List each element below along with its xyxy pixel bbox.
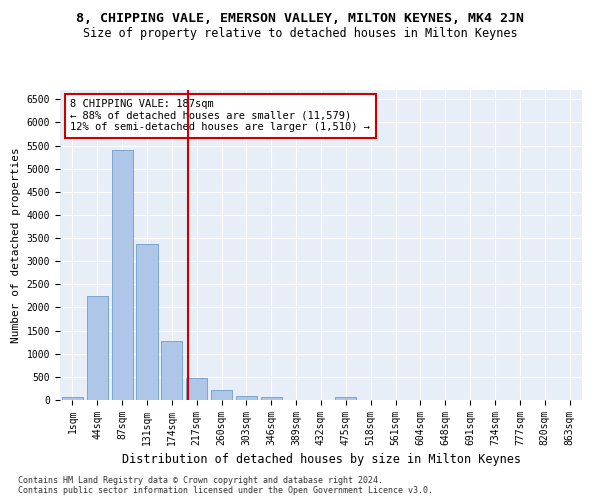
X-axis label: Distribution of detached houses by size in Milton Keynes: Distribution of detached houses by size … [121, 454, 521, 466]
Bar [112, 150, 133, 400]
Y-axis label: Number of detached properties: Number of detached properties [11, 147, 21, 343]
Bar [261, 397, 282, 400]
Bar [87, 296, 108, 400]
Bar [211, 390, 232, 400]
Text: Size of property relative to detached houses in Milton Keynes: Size of property relative to detached ho… [83, 28, 517, 40]
Text: Contains HM Land Registry data © Crown copyright and database right 2024.
Contai: Contains HM Land Registry data © Crown c… [18, 476, 433, 495]
Bar [186, 378, 207, 400]
Bar [236, 396, 257, 400]
Bar [335, 397, 356, 400]
Text: 8, CHIPPING VALE, EMERSON VALLEY, MILTON KEYNES, MK4 2JN: 8, CHIPPING VALE, EMERSON VALLEY, MILTON… [76, 12, 524, 26]
Bar [161, 341, 182, 400]
Text: 8 CHIPPING VALE: 187sqm
← 88% of detached houses are smaller (11,579)
12% of sem: 8 CHIPPING VALE: 187sqm ← 88% of detache… [70, 100, 370, 132]
Bar [136, 244, 158, 400]
Bar [62, 397, 83, 400]
